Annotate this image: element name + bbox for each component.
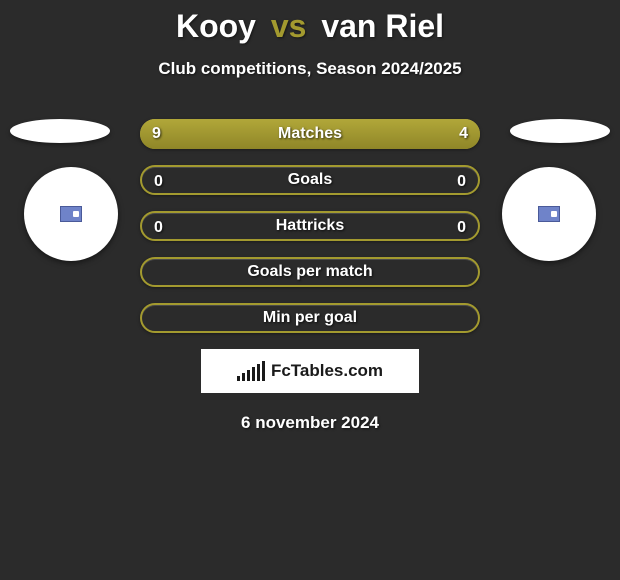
comparison-body: 94Matches 00Goals 00Hattricks Goals per mat…	[0, 119, 620, 333]
stat-row: Min per goal	[140, 303, 480, 333]
player2-name: van Riel	[321, 8, 444, 44]
stat-label: Goals per match	[142, 259, 478, 287]
stat-label: Min per goal	[142, 305, 478, 333]
subtitle: Club competitions, Season 2024/2025	[0, 59, 620, 79]
stat-rows: 94Matches 00Goals 00Hattricks Goals per mat…	[140, 119, 480, 333]
stat-row: Goals per match	[140, 257, 480, 287]
club-placeholder-icon	[60, 206, 82, 222]
club-placeholder-icon	[538, 206, 560, 222]
logo-bars-icon	[237, 361, 265, 381]
player2-club-badge	[502, 167, 596, 261]
stat-row: 94Matches	[140, 119, 480, 149]
player1-flag	[10, 119, 110, 143]
footer-logo: FcTables.com	[201, 349, 419, 393]
stat-row: 00Goals	[140, 165, 480, 195]
comparison-title: Kooy vs van Riel	[0, 0, 620, 45]
snapshot-date: 6 november 2024	[0, 413, 620, 433]
vs-separator: vs	[271, 8, 307, 44]
stat-label: Goals	[142, 167, 478, 195]
stat-label: Matches	[140, 119, 480, 149]
player2-flag	[510, 119, 610, 143]
player1-name: Kooy	[176, 8, 256, 44]
stat-label: Hattricks	[142, 213, 478, 241]
player1-club-badge	[24, 167, 118, 261]
footer-logo-text: FcTables.com	[271, 361, 383, 381]
stat-row: 00Hattricks	[140, 211, 480, 241]
